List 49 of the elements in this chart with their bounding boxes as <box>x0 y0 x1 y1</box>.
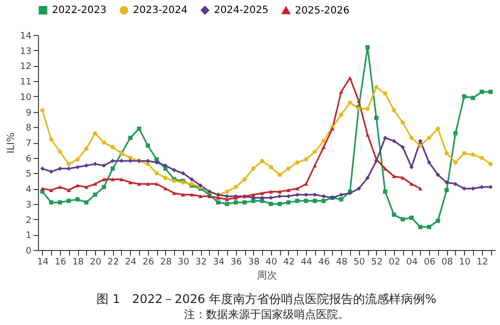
y-tick-label: 12 <box>20 62 32 72</box>
y-tick-label: 6 <box>26 154 32 164</box>
text: 图 1 2022－2026 年度南方省份哨点医院报告的流感样病例% <box>96 292 436 306</box>
x-tick-label: 02 <box>388 258 400 268</box>
x-tick-label: 44 <box>300 258 313 268</box>
y-tick-label: 5 <box>26 170 32 180</box>
x-tick-label: 26 <box>142 258 154 268</box>
x-tick-label: 20 <box>90 258 102 268</box>
legend-label: 2022-2023 <box>52 5 107 16</box>
x-tick-label: 36 <box>230 258 242 268</box>
x-tick-label: 30 <box>178 258 190 268</box>
x-tick-label: 18 <box>72 258 84 268</box>
y-tick-label: 8 <box>26 124 32 134</box>
x-tick-label: 14 <box>37 258 49 268</box>
text: 注：数据来源于国家级哨点医院。 <box>184 308 349 321</box>
y-tick-label: 10 <box>20 92 32 103</box>
y-tick-label: 2 <box>26 216 32 226</box>
x-tick-label: 10 <box>459 258 471 268</box>
y-tick-label: 4 <box>26 185 32 196</box>
x-tick-label: 24 <box>125 258 137 268</box>
y-tick-label: 11 <box>20 78 32 88</box>
x-tick-label: 50 <box>354 258 366 268</box>
x-tick-label: 06 <box>424 258 436 268</box>
x-tick-label: 08 <box>441 258 454 268</box>
x-tick-label: 04 <box>406 258 418 268</box>
x-tick-label: 52 <box>371 258 383 268</box>
x-tick-label: 28 <box>160 258 172 268</box>
y-tick-label: 0 <box>26 246 32 256</box>
legend-label: 2023-2024 <box>133 5 188 16</box>
y-tick-label: 1 <box>26 231 32 242</box>
x-tick-label: 42 <box>283 258 295 268</box>
x-tick-label: 12 <box>476 258 488 268</box>
x-tick-label: 16 <box>54 258 66 268</box>
y-tick-label: 3 <box>26 200 32 210</box>
x-tick-label: 22 <box>107 258 119 268</box>
x-tick-label: 40 <box>266 258 278 268</box>
y-tick-label: 9 <box>26 108 32 118</box>
x-tick-label: 34 <box>212 258 225 268</box>
y-tick-label: 13 <box>20 46 32 57</box>
y-tick-label: 7 <box>26 139 32 149</box>
y-axis-title: ILI% <box>6 132 18 154</box>
legend-label: 2025-2026 <box>295 5 350 16</box>
x-axis-title: 周次 <box>257 270 277 282</box>
y-tick-label: 14 <box>20 32 32 42</box>
x-tick-label: 38 <box>248 258 260 268</box>
x-tick-label: 46 <box>318 258 330 268</box>
x-tick-label: 48 <box>336 258 348 268</box>
legend-label: 2024-2025 <box>214 5 269 16</box>
x-tick-label: 32 <box>195 258 207 268</box>
